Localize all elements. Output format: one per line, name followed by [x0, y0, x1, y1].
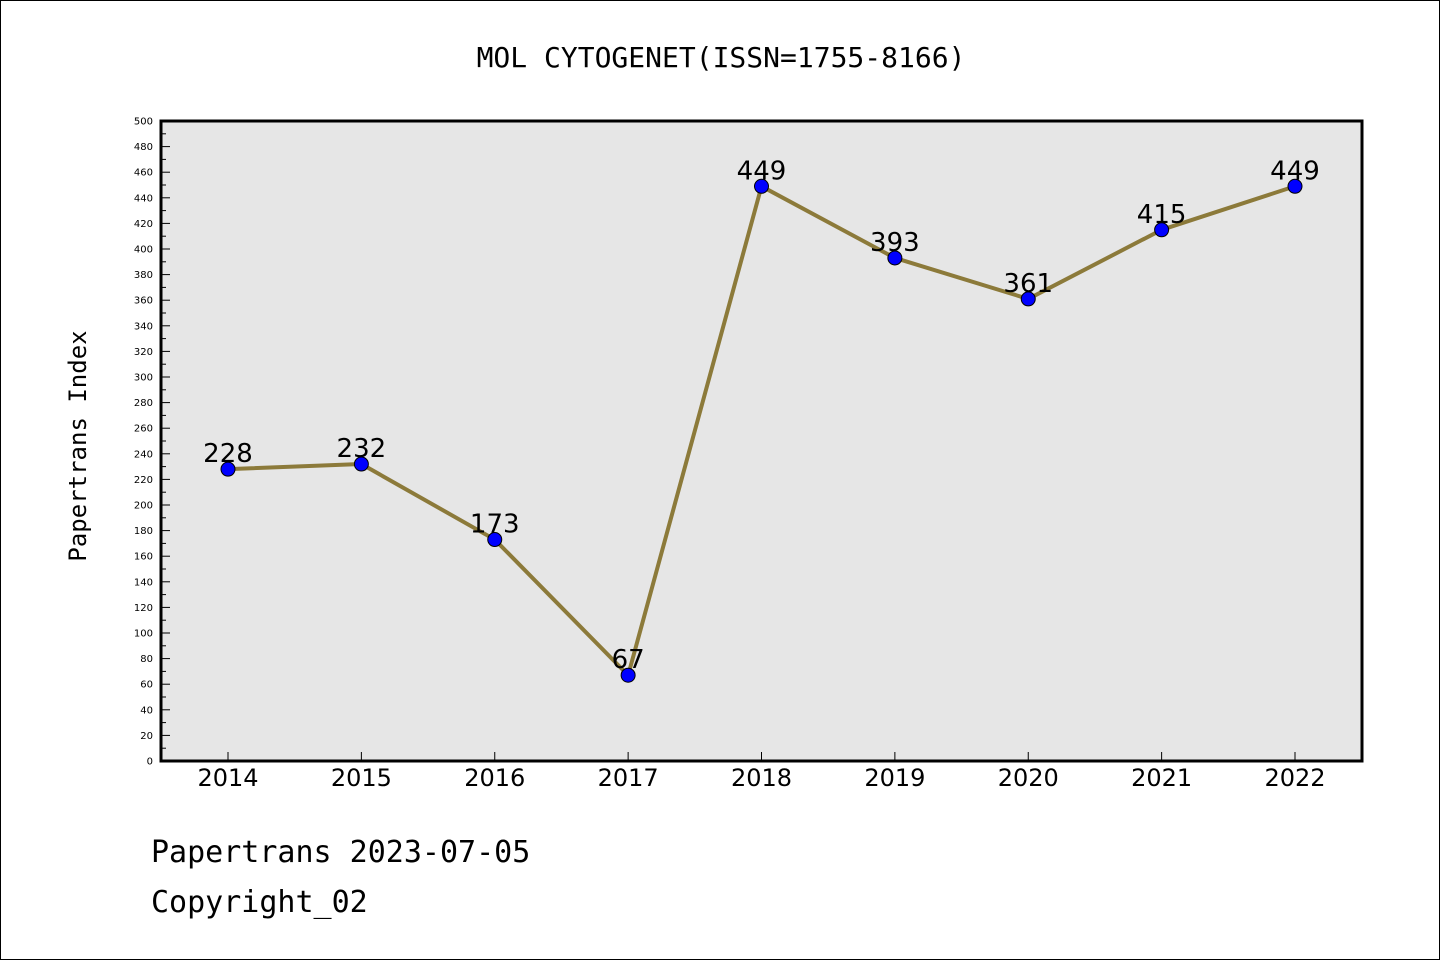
y-tick-label: 280 — [134, 398, 153, 409]
data-point — [487, 532, 503, 548]
y-tick-label: 400 — [134, 245, 153, 256]
y-tick-label: 500 — [134, 117, 153, 128]
y-tick-label: 360 — [134, 296, 153, 307]
y-tick-label: 240 — [134, 449, 153, 460]
data-point — [220, 461, 236, 477]
data-label: 361 — [1003, 269, 1053, 299]
y-tick-label: 440 — [134, 193, 153, 204]
footer-copyright-text: Copyright_02 — [151, 885, 368, 920]
y-tick-label: 60 — [140, 680, 153, 691]
y-tick-label: 180 — [134, 526, 153, 537]
data-point — [1154, 222, 1170, 238]
y-tick-label: 0 — [147, 757, 153, 768]
y-tick-label: 320 — [134, 347, 153, 358]
y-axis-label: Papertrans Index — [64, 330, 92, 561]
data-labels: 228 232 173 67 449 393 361 415 449 — [203, 156, 1320, 675]
data-label: 228 — [203, 439, 253, 469]
y-tick-label: 140 — [134, 577, 153, 588]
x-axis: 2014 2015 2016 2017 2018 2019 2020 2021 2022 — [197, 752, 1326, 792]
y-tick-label: 120 — [134, 603, 153, 614]
x-tick-label: 2020 — [998, 764, 1059, 792]
x-tick-label: 2015 — [331, 764, 392, 792]
data-label: 67 — [612, 645, 645, 675]
x-tick-label: 2017 — [598, 764, 659, 792]
y-tick-label: 100 — [134, 629, 153, 640]
data-point — [1020, 291, 1036, 307]
series-points — [220, 178, 1303, 683]
data-point — [1287, 178, 1303, 194]
y-tick-label: 460 — [134, 168, 153, 179]
y-tick-label: 340 — [134, 321, 153, 332]
y-tick-label: 80 — [140, 654, 153, 665]
data-point — [754, 178, 769, 194]
x-tick-label: 2021 — [1131, 764, 1192, 792]
data-label: 449 — [1270, 156, 1320, 186]
x-tick-label: 2019 — [864, 764, 925, 792]
x-tick-label: 2016 — [464, 764, 525, 792]
y-tick-label: 420 — [134, 219, 153, 230]
x-tick-label: 2018 — [731, 764, 792, 792]
y-tick-label: 40 — [140, 705, 153, 716]
data-label: 232 — [337, 434, 387, 464]
x-tick-label: 2014 — [197, 764, 258, 792]
y-tick-label: 200 — [134, 501, 153, 512]
x-tick-label: 2022 — [1264, 764, 1325, 792]
y-tick-label: 20 — [140, 731, 153, 742]
y-tick-label: 480 — [134, 142, 153, 153]
y-tick-label: 300 — [134, 373, 153, 384]
data-point — [887, 250, 903, 266]
y-tick-label: 260 — [134, 424, 153, 435]
data-label: 415 — [1137, 200, 1187, 230]
data-point — [353, 456, 369, 472]
y-tick-label: 220 — [134, 475, 153, 486]
chart-title: MOL CYTOGENET(ISSN=1755-8166) — [477, 41, 966, 74]
footer-date-text: Papertrans 2023-07-05 — [151, 835, 531, 870]
y-tick-label: 380 — [134, 270, 153, 281]
data-label: 393 — [870, 228, 920, 258]
plot-frame — [159, 119, 1364, 763]
data-label: 449 — [737, 156, 787, 186]
y-tick-label: 160 — [134, 552, 153, 563]
data-label: 173 — [470, 510, 520, 540]
data-point — [620, 667, 636, 683]
